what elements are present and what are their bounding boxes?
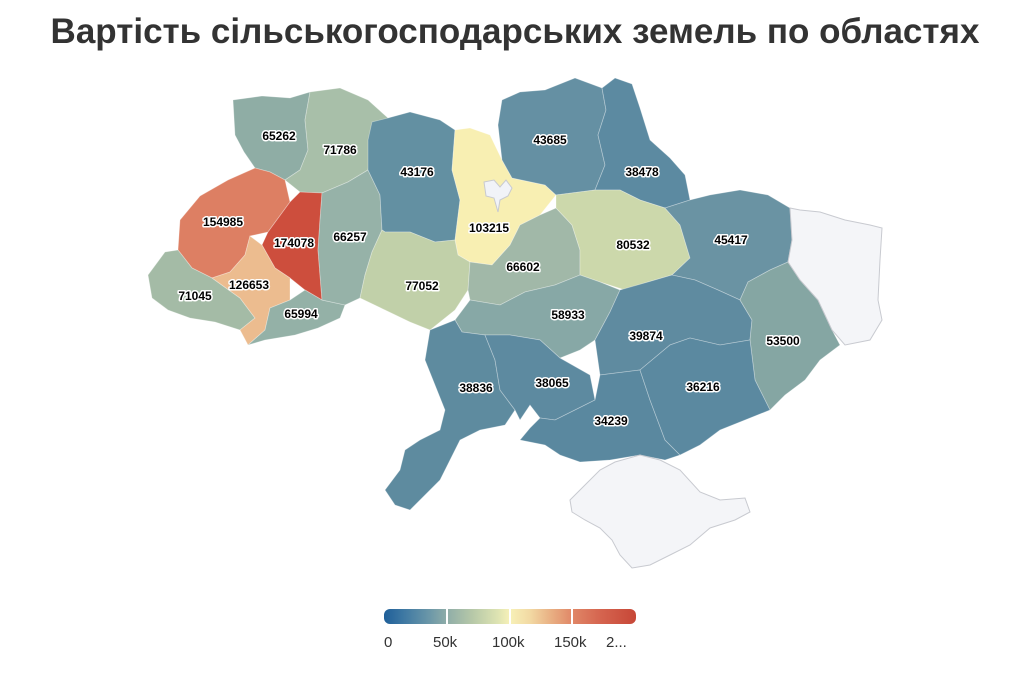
value-label-ternopil: 174078 (274, 236, 314, 250)
region-kherson[interactable] (519, 369, 681, 463)
value-label-rivne: 71786 (323, 143, 357, 157)
value-label-volyn: 65262 (262, 129, 296, 143)
value-label-donetsk: 53500 (766, 334, 800, 348)
legend-gradient-bar (384, 609, 636, 624)
value-label-kyiv: 103215 (469, 221, 509, 235)
value-label-zakarpattia: 71045 (178, 289, 212, 303)
value-label-kharkiv: 45417 (714, 233, 748, 247)
value-label-dnipropetrovsk: 39874 (629, 329, 663, 343)
value-label-ivano-frankivsk: 126653 (229, 278, 269, 292)
legend-tick-50k (446, 609, 448, 624)
legend-tick-150k (571, 609, 573, 624)
legend-tick-100k (509, 609, 511, 624)
legend-label-100k: 100k (492, 634, 525, 651)
chart-title: Вартість сільськогосподарських земель по… (50, 12, 980, 51)
region-luhansk[interactable] (787, 207, 883, 346)
region-crimea[interactable] (569, 454, 751, 569)
legend-label-0: 0 (384, 634, 393, 651)
value-label-sumy: 38478 (625, 165, 659, 179)
region-zaporizhzhia[interactable] (639, 337, 771, 456)
region-sumy[interactable] (594, 77, 691, 209)
legend-labels: 0 50k 100k 150k 2... (384, 634, 636, 654)
legend-label-150k: 150k (554, 634, 587, 651)
value-label-lviv: 154985 (203, 215, 243, 229)
value-label-cherkasy: 66602 (506, 260, 540, 274)
legend-label-50k: 50k (433, 634, 458, 651)
value-label-poltava: 80532 (616, 238, 650, 252)
color-legend: 0 50k 100k 150k 2... (384, 609, 636, 654)
value-label-zhytomyr: 43176 (400, 165, 434, 179)
region-vinnytsia[interactable] (359, 229, 471, 331)
value-label-zaporizhzhia: 36216 (686, 380, 720, 394)
value-label-vinnytsia: 77052 (405, 279, 439, 293)
value-label-kherson: 34239 (594, 414, 628, 428)
value-label-chernivtsi: 65994 (284, 307, 318, 321)
value-label-khmelnytskyi: 66257 (333, 230, 367, 244)
legend-label-max: 2... (606, 634, 627, 651)
value-label-mykolaiv: 38065 (535, 376, 569, 390)
value-label-odesa: 38836 (459, 381, 493, 395)
region-chernivtsi[interactable] (247, 289, 346, 346)
region-kyiv-city[interactable] (483, 179, 513, 213)
value-label-kirovohrad: 58933 (551, 308, 585, 322)
value-label-chernihiv: 43685 (533, 133, 567, 147)
